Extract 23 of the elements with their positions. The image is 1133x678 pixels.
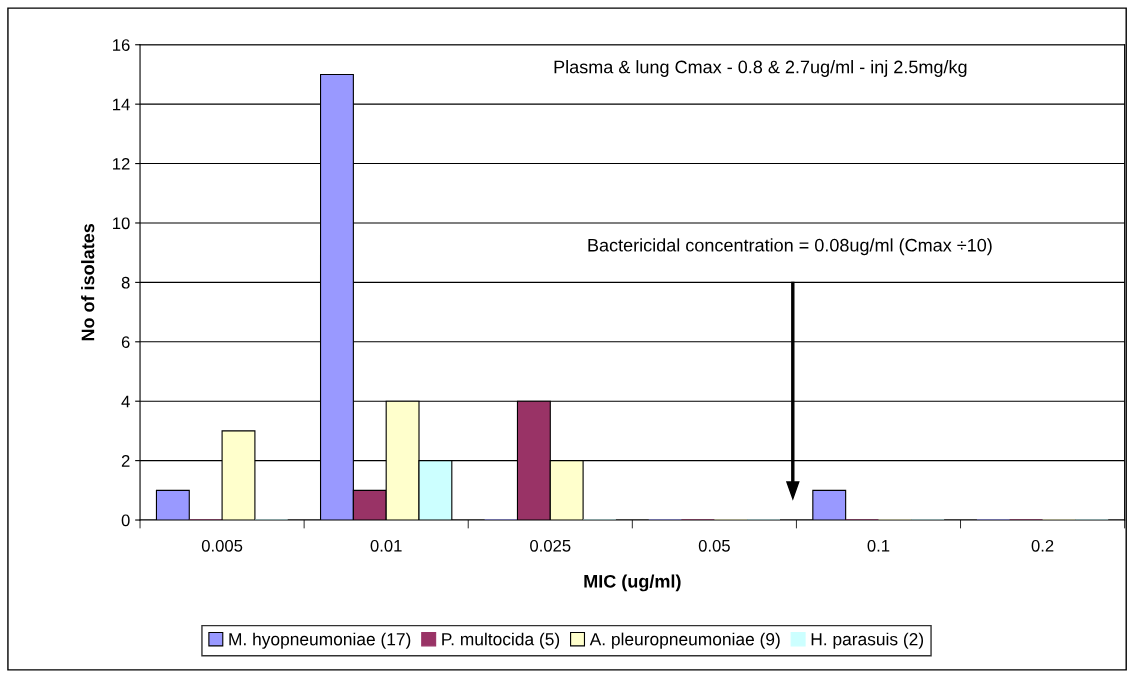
annotation: Plasma & lung Cmax - 0.8 & 2.7ug/ml - inj 2.5mg/kg — [554, 60, 967, 77]
x-tick-label: 0.025 — [530, 539, 571, 552]
y-tick-label: 2 — [121, 455, 130, 467]
annotation: Bactericidal concentration = 0.08ug/ml (Cmax ÷10) — [588, 238, 992, 256]
x-tick-label: 0.005 — [201, 539, 243, 552]
x-tick-label: 0.01 — [370, 539, 402, 552]
legend-label: M. hyopneumoniae (17) — [229, 632, 411, 649]
y-tick-label: 14 — [113, 98, 130, 111]
y-tick-label: 10 — [113, 217, 130, 230]
x-axis-title: MIC (ug/ml) — [584, 574, 681, 592]
y-axis-title: No of isolates — [81, 223, 95, 341]
y-tick-label: 0 — [121, 514, 130, 527]
legend-label: A. pleuropneumoniae (9) — [589, 632, 780, 649]
y-tick-label: 12 — [113, 157, 130, 170]
x-tick-label: 0.2 — [1031, 539, 1054, 552]
x-tick-label: 0.05 — [698, 539, 730, 552]
legend-label: H. parasuis (2) — [811, 632, 924, 649]
legend-label: P. multocida (5) — [442, 632, 560, 649]
y-tick-label: 8 — [121, 276, 130, 289]
y-tick-label: 6 — [121, 336, 130, 348]
x-tick-label: 0.1 — [867, 539, 890, 552]
y-tick-label: 4 — [121, 395, 130, 408]
y-tick-label: 16 — [113, 39, 130, 51]
